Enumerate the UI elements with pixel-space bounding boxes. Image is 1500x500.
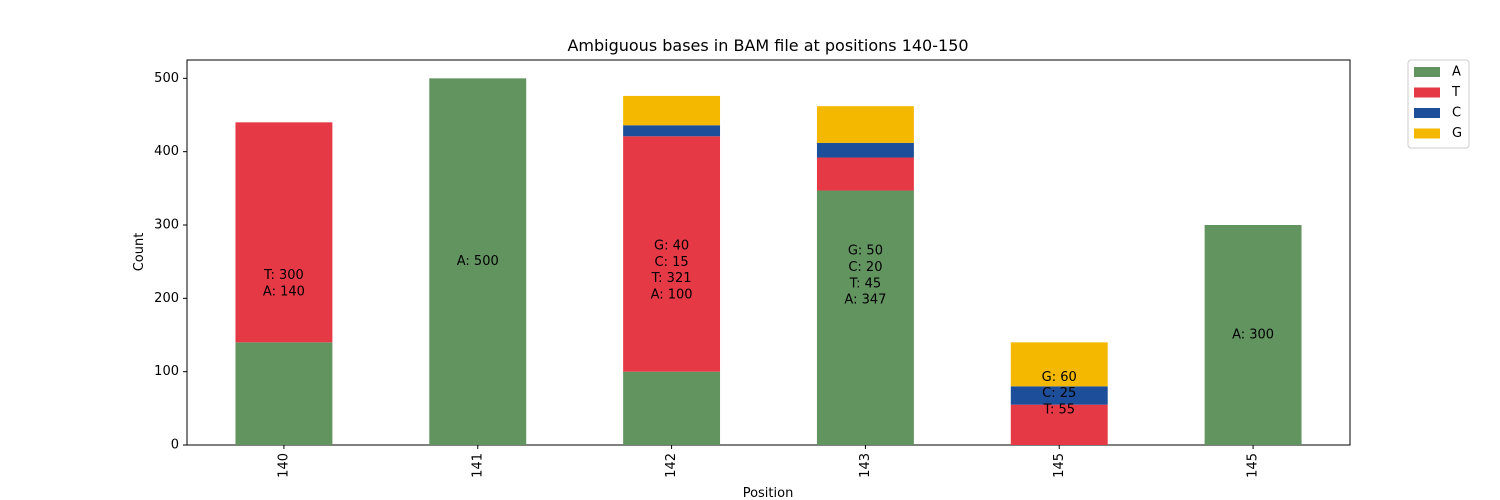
bar-value-label: G: 50 — [848, 244, 883, 259]
legend-label-t: T — [1451, 85, 1460, 100]
y-axis: 0 100 200 300 400 500 — [154, 71, 187, 453]
legend-swatch-a — [1414, 67, 1440, 77]
bar-segment-a-3 — [816, 190, 914, 445]
legend-swatch-g — [1414, 128, 1440, 139]
bar-value-label: T: 300 — [263, 268, 304, 283]
bar-value-label: A: 300 — [1232, 328, 1274, 343]
y-tick-label: 300 — [154, 218, 179, 233]
x-tick-label: 142 — [664, 453, 679, 478]
x-tick-label: 145 — [1246, 453, 1261, 478]
bars-group — [235, 78, 1302, 445]
bar-segment-t-3 — [816, 157, 914, 191]
bar-segment-t-2 — [623, 136, 721, 372]
legend-swatch-c — [1414, 108, 1440, 118]
bar-value-label: T: 321 — [651, 271, 692, 286]
bar-segment-a-0 — [235, 342, 333, 445]
x-axis-label: Position — [743, 486, 794, 500]
y-axis-label: Count — [132, 233, 147, 272]
legend-label-a: A — [1452, 65, 1461, 80]
legend-box — [1407, 59, 1470, 149]
bar-segment-a-5 — [1204, 225, 1302, 445]
bar-segment-t-0 — [235, 122, 333, 343]
bar-segment-g-2 — [623, 95, 721, 126]
bar-value-label: A: 140 — [263, 284, 305, 299]
bar-segment-c-3 — [816, 142, 914, 158]
bar-segment-t-4 — [1010, 404, 1108, 445]
legend-swatch-t — [1414, 87, 1440, 98]
bar-segment-a-2 — [623, 371, 721, 445]
x-tick-label: 141 — [470, 453, 485, 478]
y-tick-label: 500 — [154, 71, 179, 86]
bar-value-label: A: 500 — [457, 254, 499, 269]
legend-label-c: C — [1452, 106, 1461, 121]
bar-segment-a-1 — [429, 78, 527, 445]
y-tick-label: 400 — [154, 144, 179, 159]
bar-value-label: A: 347 — [844, 293, 886, 308]
bar-value-label: C: 20 — [848, 260, 882, 275]
bar-value-label: A: 100 — [651, 288, 693, 303]
plot-area — [186, 59, 1351, 446]
y-tick-label: 200 — [154, 291, 179, 306]
x-tick-label: 145 — [1052, 453, 1067, 478]
bar-value-label: G: 60 — [1042, 370, 1077, 385]
bar-segment-g-3 — [816, 106, 914, 143]
bar-value-label: T: 55 — [1042, 403, 1075, 418]
bar-segment-g-4 — [1010, 342, 1108, 387]
chart-title: Ambiguous bases in BAM file at positions… — [567, 36, 968, 55]
y-tick-label: 0 — [171, 438, 179, 453]
bar-segment-c-4 — [1010, 386, 1108, 405]
x-axis: 140 141 142 143 145 145 — [276, 445, 1261, 478]
bar-segment-c-2 — [623, 125, 721, 137]
y-tick-label: 100 — [154, 364, 179, 379]
x-tick-label: 140 — [276, 453, 291, 478]
bar-value-label: C: 15 — [655, 255, 689, 270]
legend-label-g: G — [1452, 126, 1462, 141]
bar-value-label: G: 40 — [654, 238, 689, 253]
bar-value-label: C: 25 — [1042, 386, 1076, 401]
bar-value-label: T: 45 — [849, 276, 882, 291]
x-tick-label: 143 — [858, 453, 873, 478]
